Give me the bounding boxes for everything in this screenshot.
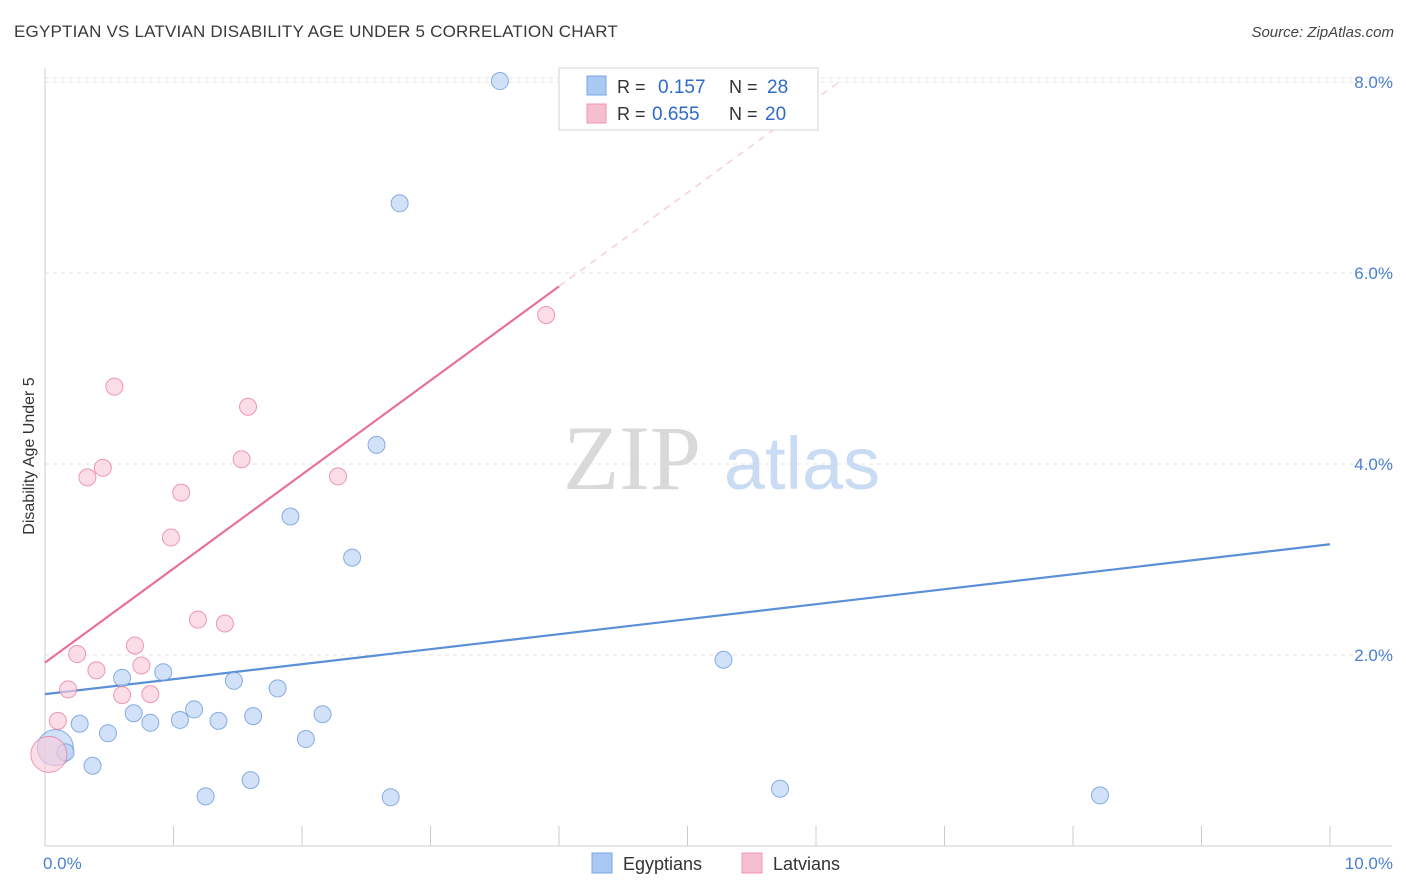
point-latvians — [78, 468, 97, 487]
watermark-zip: ZIP — [563, 407, 701, 509]
legend-top: R = 0.157 N = 28 R = 0.655 N = 20 — [558, 67, 819, 131]
point-egyptians — [185, 700, 204, 719]
point-egyptians — [224, 671, 243, 690]
x-tick-label: 10.0% — [1345, 854, 1393, 873]
point-latvians — [172, 483, 191, 502]
point-latvians — [239, 397, 258, 416]
trend-line-egyptians — [44, 543, 1331, 696]
point-egyptians — [170, 710, 189, 729]
point-latvians — [132, 656, 151, 675]
point-latvians — [215, 614, 234, 633]
legend-swatch-egyptians — [586, 75, 607, 96]
trend-line-latvians — [44, 285, 560, 664]
point-latvians — [87, 661, 106, 680]
point-egyptians — [141, 713, 160, 732]
point-egyptians — [70, 714, 89, 733]
legend-n-value-latvians: 20 — [765, 104, 786, 125]
point-egyptians — [154, 663, 173, 682]
y-axis-label: Disability Age Under 5 — [21, 377, 38, 535]
legend-bottom: Egyptians Latvians — [591, 852, 840, 874]
point-egyptians — [714, 650, 733, 669]
y-tick-labels: 2.0% 4.0% 6.0% 8.0% — [1354, 73, 1393, 665]
legend-bottom-label-egyptians: Egyptians — [623, 854, 702, 874]
legend-bottom-swatch-egyptians — [591, 852, 613, 874]
point-egyptians — [771, 779, 790, 798]
point-egyptians — [1090, 786, 1109, 805]
data-points — [30, 72, 1109, 807]
point-egyptians — [209, 711, 228, 730]
point-egyptians — [390, 194, 409, 213]
point-latvians — [113, 686, 132, 705]
legend-bottom-swatch-latvians — [741, 852, 763, 874]
legend-r-label-egyptians: R = — [617, 77, 646, 97]
watermark-atlas: atlas — [724, 422, 880, 505]
trend-lines — [44, 79, 1331, 696]
point-latvians — [161, 528, 180, 547]
point-egyptians — [124, 704, 143, 723]
y-tick-label: 4.0% — [1354, 455, 1393, 474]
gridlines — [45, 77, 1392, 656]
point-latvians — [30, 735, 68, 773]
point-latvians — [93, 458, 112, 477]
point-latvians — [141, 685, 160, 704]
point-egyptians — [313, 705, 332, 724]
point-latvians — [105, 377, 124, 396]
point-latvians — [125, 636, 144, 655]
point-egyptians — [196, 787, 215, 806]
point-egyptians — [241, 771, 260, 790]
watermark: ZIP atlas — [563, 407, 880, 509]
point-egyptians — [296, 730, 315, 749]
point-latvians — [68, 645, 87, 664]
point-latvians — [537, 306, 556, 325]
chart-title: EGYPTIAN VS LATVIAN DISABILITY AGE UNDER… — [14, 22, 618, 41]
legend-bottom-label-latvians: Latvians — [773, 854, 840, 874]
point-egyptians — [98, 724, 117, 743]
point-egyptians — [490, 72, 509, 91]
x-tick-label: 0.0% — [43, 854, 82, 873]
point-egyptians — [83, 756, 102, 775]
point-egyptians — [367, 435, 386, 454]
point-egyptians — [381, 788, 400, 807]
point-latvians — [188, 610, 207, 629]
legend-swatch-latvians — [586, 103, 607, 124]
legend-n-value-egyptians: 28 — [767, 77, 788, 98]
x-tick-labels: 0.0% 10.0% — [43, 854, 1393, 873]
legend-r-value-egyptians: 0.157 — [658, 77, 706, 98]
point-latvians — [48, 711, 67, 730]
point-latvians — [232, 450, 251, 469]
point-egyptians — [244, 707, 263, 726]
point-latvians — [59, 680, 78, 699]
y-tick-label: 2.0% — [1354, 646, 1393, 665]
source-note: Source: ZipAtlas.com — [1251, 24, 1394, 41]
point-egyptians — [343, 548, 362, 567]
legend-r-label-latvians: R = — [617, 104, 646, 124]
legend-r-value-latvians: 0.655 — [652, 104, 700, 125]
legend-n-label-egyptians: N = — [729, 77, 758, 97]
point-egyptians — [268, 679, 287, 698]
legend-n-label-latvians: N = — [729, 104, 758, 124]
point-egyptians — [281, 507, 300, 526]
axes — [44, 68, 1392, 847]
point-egyptians — [113, 668, 132, 687]
y-tick-label: 6.0% — [1354, 264, 1393, 283]
y-tick-label: 8.0% — [1354, 73, 1393, 92]
point-latvians — [328, 467, 347, 486]
